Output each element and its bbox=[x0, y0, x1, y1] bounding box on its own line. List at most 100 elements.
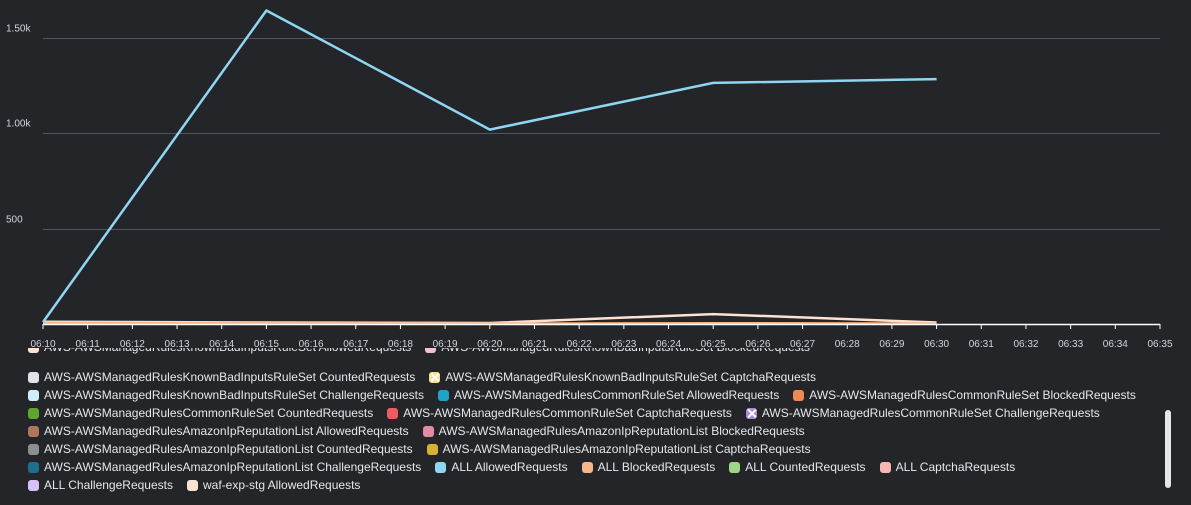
x-tick-label: 06:27 bbox=[790, 339, 815, 350]
legend-swatch bbox=[387, 407, 399, 419]
legend-swatch bbox=[28, 461, 39, 473]
x-tick-label: 06:18 bbox=[388, 339, 413, 350]
grid-lines bbox=[43, 38, 1160, 230]
x-tick-label: 06:13 bbox=[165, 339, 190, 350]
legend-item[interactable]: AWS-AWSManagedRulesKnownBadInputsRuleSet… bbox=[28, 387, 424, 403]
legend-label: AWS-AWSManagedRulesCommonRuleSet Captcha… bbox=[403, 406, 732, 420]
legend-swatch bbox=[28, 425, 39, 437]
legend-label: AWS-AWSManagedRulesAmazonIpReputationLis… bbox=[44, 460, 422, 474]
y-tick-label: 500 bbox=[6, 215, 23, 226]
legend-swatch bbox=[186, 479, 198, 491]
legend-label: waf-exp-stg AllowedRequests bbox=[202, 478, 361, 492]
legend-swatch bbox=[422, 425, 434, 437]
legend-label: AWS-AWSManagedRulesCommonRuleSet Allowed… bbox=[454, 388, 780, 402]
legend-item[interactable]: AWS-AWSManagedRulesAmazonIpReputationLis… bbox=[422, 423, 805, 439]
legend-item[interactable]: AWS-AWSManagedRulesAmazonIpReputationLis… bbox=[28, 441, 413, 457]
legend-swatch bbox=[425, 348, 437, 353]
y-tick-label: 1.50k bbox=[6, 24, 31, 35]
legend-item[interactable]: ALL AllowedRequests bbox=[435, 459, 568, 475]
legend-label: AWS-AWSManagedRulesCommonRuleSet Counted… bbox=[44, 406, 374, 420]
legend-label: ALL BlockedRequests bbox=[597, 460, 716, 474]
x-tick-label: 06:30 bbox=[924, 339, 949, 350]
legend-swatch bbox=[429, 371, 441, 383]
legend-label: AWS-AWSManagedRulesAmazonIpReputationLis… bbox=[442, 442, 811, 456]
legend-label: AWS-AWSManagedRulesKnownBadInputsRuleSet… bbox=[44, 348, 411, 354]
legend-item[interactable]: ALL CountedRequests bbox=[729, 459, 866, 475]
x-tick-label: 06:24 bbox=[656, 339, 681, 350]
x-tick-label: 06:26 bbox=[745, 339, 770, 350]
legend-swatch bbox=[438, 389, 449, 401]
legend-label: ALL CountedRequests bbox=[745, 460, 866, 474]
x-tick-label: 06:22 bbox=[567, 339, 592, 350]
x-tick-label: 06:19 bbox=[433, 339, 458, 350]
x-tick-label: 06:34 bbox=[1103, 339, 1128, 350]
legend-label: AWS-AWSManagedRulesKnownBadInputsRuleSet… bbox=[44, 370, 416, 384]
x-tick-label: 06:32 bbox=[1013, 339, 1038, 350]
legend-item[interactable]: AWS-AWSManagedRulesKnownBadInputsRuleSet… bbox=[28, 348, 411, 355]
legend-swatch bbox=[879, 461, 891, 473]
legend-swatch bbox=[793, 389, 805, 401]
legend-item[interactable]: waf-exp-stg AllowedRequests bbox=[186, 477, 361, 493]
legend-swatch bbox=[435, 461, 447, 473]
y-tick-label: 1.00k bbox=[6, 119, 31, 130]
legend-swatch bbox=[28, 348, 39, 353]
legend-item[interactable]: AWS-AWSManagedRulesAmazonIpReputationLis… bbox=[28, 423, 409, 439]
series-line-all-allowedrequests[interactable] bbox=[41, 9, 937, 323]
legend-swatch bbox=[581, 461, 593, 473]
legend-label: AWS-AWSManagedRulesCommonRuleSet Blocked… bbox=[809, 388, 1136, 402]
legend-swatch bbox=[28, 479, 39, 491]
x-tick-label: 06:17 bbox=[343, 339, 368, 350]
series-line-all-blockedrequests[interactable] bbox=[42, 321, 937, 325]
legend-item[interactable]: AWS-AWSManagedRulesKnownBadInputsRuleSet… bbox=[28, 369, 415, 385]
legend-swatch bbox=[28, 443, 39, 455]
legend-label: ALL AllowedRequests bbox=[451, 460, 568, 474]
legend-label: AWS-AWSManagedRulesAmazonIpReputationLis… bbox=[44, 424, 409, 438]
legend-label: AWS-AWSManagedRulesKnownBadInputsRuleSet… bbox=[445, 370, 816, 384]
x-axis-ticks: 06:10 06:11 06:12 06:13 06:14 06:15 06:16 06:17… bbox=[30, 324, 1173, 350]
legend-swatch bbox=[729, 461, 741, 473]
legend-item[interactable]: AWS-AWSManagedRulesAmazonIpReputationLis… bbox=[28, 459, 421, 475]
x-tick-label: 06:29 bbox=[879, 339, 904, 350]
x-tick-label: 06:11 bbox=[76, 339, 101, 350]
legend-item[interactable]: AWS-AWSManagedRulesCommonRuleSet Counted… bbox=[28, 405, 373, 421]
legend-item[interactable]: ALL BlockedRequests bbox=[581, 459, 716, 475]
y-axis-tick-labels: 500 1.00k 1.50k bbox=[6, 24, 31, 226]
x-tick-label: 06:33 bbox=[1058, 339, 1083, 350]
legend-swatch bbox=[28, 389, 39, 401]
legend-label: ALL ChallengeRequests bbox=[44, 478, 173, 492]
legend-item[interactable]: ALL ChallengeRequests bbox=[28, 477, 173, 493]
legend-item[interactable]: AWS-AWSManagedRulesCommonRuleSet Blocked… bbox=[793, 387, 1136, 403]
legend-item[interactable]: ALL CaptchaRequests bbox=[879, 459, 1015, 475]
x-tick-label: 06:31 bbox=[969, 339, 994, 350]
legend-label: AWS-AWSManagedRulesCommonRuleSet Challen… bbox=[761, 406, 1100, 420]
series-lines bbox=[41, 9, 937, 325]
x-tick-label: 06:12 bbox=[120, 339, 145, 350]
legend-viewport[interactable]: AWS-AWSManagedRulesKnownBadInputsRuleSet… bbox=[28, 348, 1153, 494]
x-tick-label: 06:20 bbox=[477, 339, 502, 350]
legend-item[interactable]: AWS-AWSManagedRulesCommonRuleSet Allowed… bbox=[438, 387, 779, 403]
legend-item[interactable]: AWS-AWSManagedRulesAmazonIpReputationLis… bbox=[426, 441, 811, 457]
legend-swatch bbox=[28, 371, 39, 383]
x-tick-label: 06:28 bbox=[835, 339, 860, 350]
legend-label: AWS-AWSManagedRulesAmazonIpReputationLis… bbox=[44, 442, 413, 456]
legend-swatch bbox=[28, 407, 39, 419]
legend-item[interactable]: AWS-AWSManagedRulesCommonRuleSet Captcha… bbox=[387, 405, 732, 421]
x-tick-label: 06:23 bbox=[611, 339, 636, 350]
series-line-waf-exp-stg-allowedrequests[interactable] bbox=[42, 312, 937, 325]
legend-item[interactable]: AWS-AWSManagedRulesKnownBadInputsRuleSet… bbox=[429, 369, 816, 385]
legend-scrollbar[interactable] bbox=[1165, 410, 1171, 488]
x-tick-label: 06:10 bbox=[30, 339, 55, 350]
legend-partial-row: AWS-AWSManagedRulesKnownBadInputsRuleSet… bbox=[28, 348, 1153, 355]
legend-swatch bbox=[745, 407, 757, 419]
legend: AWS-AWSManagedRulesKnownBadInputsRuleSet… bbox=[28, 369, 1153, 493]
x-tick-label: 06:14 bbox=[209, 339, 234, 350]
legend-label: AWS-AWSManagedRulesKnownBadInputsRuleSet… bbox=[44, 388, 424, 402]
x-tick-label: 06:15 bbox=[254, 339, 279, 350]
legend-label: AWS-AWSManagedRulesAmazonIpReputationLis… bbox=[438, 424, 805, 438]
legend-swatch bbox=[426, 443, 438, 455]
x-tick-label: 06:16 bbox=[299, 339, 324, 350]
legend-label: AWS-AWSManagedRulesKnownBadInputsRuleSet… bbox=[441, 348, 810, 354]
legend-item[interactable]: AWS-AWSManagedRulesKnownBadInputsRuleSet… bbox=[425, 348, 810, 355]
legend-item[interactable]: AWS-AWSManagedRulesCommonRuleSet Challen… bbox=[745, 405, 1100, 421]
